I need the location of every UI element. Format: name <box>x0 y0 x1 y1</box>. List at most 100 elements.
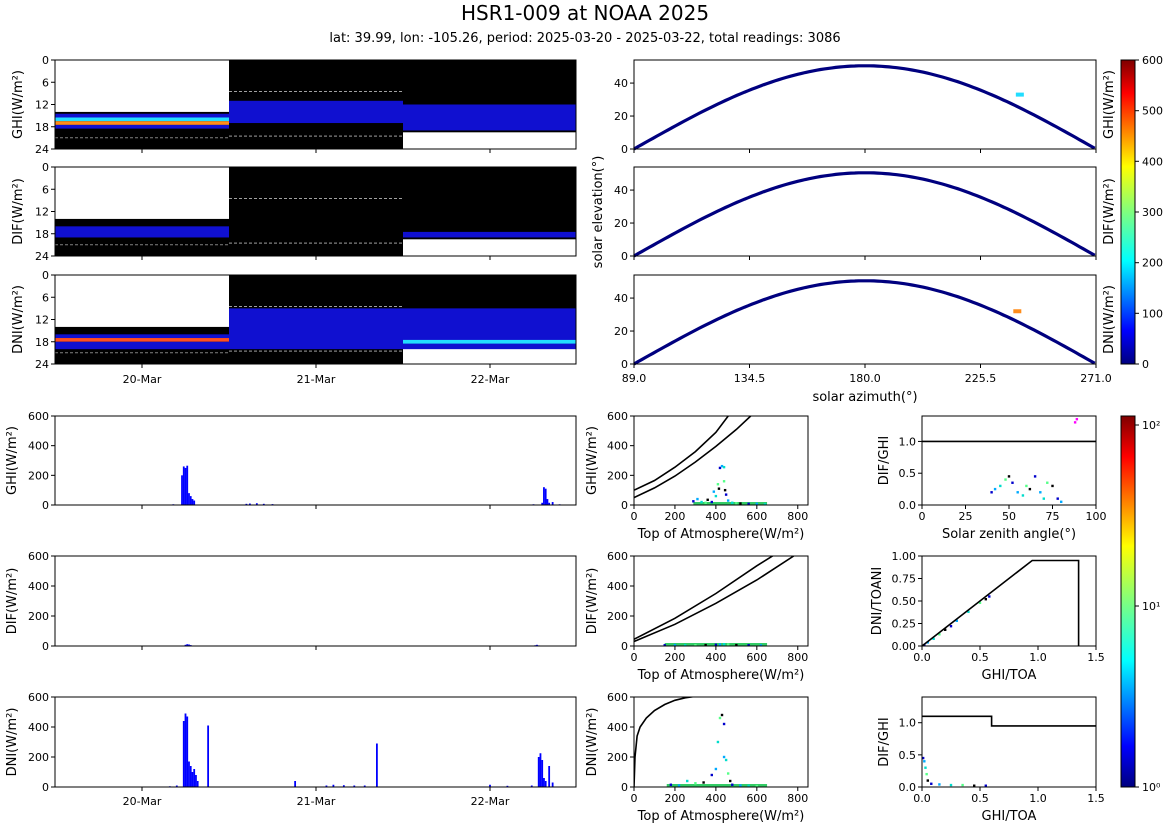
solar-path-xtick-label: 225.5 <box>965 372 997 385</box>
timeseries-bar <box>184 713 187 787</box>
scatter-point <box>925 772 928 776</box>
solar-path-ytick-label: 0 <box>621 250 628 263</box>
scatter-point <box>999 484 1002 488</box>
scatter-xtick-label: 400 <box>705 792 726 805</box>
timeseries-bar <box>332 784 335 787</box>
heatmap-night-region <box>229 167 403 256</box>
colorbar-tick-label: 10⁰ <box>1142 781 1161 794</box>
scatter-point <box>716 740 720 744</box>
timeseries-xtick-label: 21-Mar <box>297 795 336 808</box>
scatter-xtick-label: 100 <box>1086 510 1107 523</box>
timeseries-bar <box>182 466 185 505</box>
scatter-point <box>718 466 722 470</box>
scatter-xtick-label: 25 <box>959 510 973 523</box>
scatter-ytick-label: 0 <box>621 640 628 653</box>
heatmap-ytick-label: 18 <box>35 336 49 349</box>
scatter-point <box>1060 500 1063 504</box>
timeseries-bar <box>188 644 190 646</box>
scatter-point <box>729 779 732 783</box>
scatter-frame <box>633 415 809 506</box>
scatter-xtick-label: 800 <box>787 651 808 664</box>
solar-elevation-label: solar elevation(°) <box>591 156 606 269</box>
scatter-ylabel: DIF/GHI <box>877 436 892 485</box>
timeseries-bar <box>544 488 547 505</box>
scatter-ytick-label: 400 <box>607 580 628 593</box>
scatter-point <box>759 644 763 646</box>
scatter-ytick-label: 0.75 <box>892 573 917 586</box>
scatter-point <box>717 487 721 490</box>
scatter-ytick-label: 1.0 <box>899 435 917 448</box>
scatter-point <box>1046 481 1049 484</box>
scatter-point <box>755 784 759 787</box>
solar-path-frame <box>633 166 1097 257</box>
solar-path-line <box>633 279 1096 366</box>
timeseries-ylabel: GHI(W/m²) <box>5 426 20 495</box>
scatter-ytick-label: 400 <box>607 440 628 453</box>
scatter-point <box>722 465 726 469</box>
scatter-point <box>990 491 993 494</box>
timeseries-bar <box>548 766 551 787</box>
scatter-point <box>955 619 958 622</box>
timeseries-bar <box>536 644 538 646</box>
scatter-point <box>924 766 927 769</box>
heatmap-ytick-label: 0 <box>42 161 49 174</box>
scatter-point <box>731 501 734 504</box>
scatter-point <box>1039 491 1042 494</box>
scatter-point <box>710 773 713 777</box>
timeseries-bar <box>182 721 185 787</box>
solar-path-xtick-label: 180.0 <box>849 372 881 385</box>
timeseries-frame <box>54 696 577 788</box>
scatter-xtick-label: 0.0 <box>913 651 931 664</box>
scatter-xtick-label: 1.0 <box>1029 651 1047 664</box>
timeseries-bar <box>245 503 248 505</box>
scatter-xtick-label: 600 <box>746 792 767 805</box>
scatter-point <box>747 502 750 505</box>
scatter-frame <box>921 696 1097 788</box>
heatmap-band <box>403 339 576 344</box>
scatter-xtick-label: 800 <box>787 792 808 805</box>
scatter-xlabel: GHI/TOA <box>982 809 1037 824</box>
timeseries-bar <box>325 785 328 787</box>
solar-path-hotspot <box>1013 309 1022 314</box>
heatmap-ytick-label: 24 <box>35 358 49 371</box>
scatter-point <box>926 779 929 782</box>
timeseries-bar <box>294 781 297 787</box>
scatter-point <box>726 772 730 775</box>
scatter-point <box>1028 487 1032 491</box>
scatter-xtick-label: 0 <box>631 651 638 664</box>
timeseries-bar <box>186 716 189 787</box>
timeseries-bar <box>543 487 545 505</box>
heatmap-ytick-label: 18 <box>35 228 49 241</box>
scatter-point <box>710 500 713 504</box>
scatter-point <box>922 756 925 760</box>
heatmap-ytick-label: 0 <box>42 54 49 67</box>
limit-curve <box>634 416 729 491</box>
heatmap-xtick-label: 22-Mar <box>471 373 510 386</box>
scatter-ytick-label: 600 <box>607 691 628 704</box>
timeseries-bar <box>184 644 187 646</box>
scatter-point <box>692 500 695 503</box>
timeseries-bar <box>193 500 196 505</box>
scatter-point <box>988 595 991 598</box>
timeseries-bar <box>506 785 509 787</box>
heatmap-ytick-label: 24 <box>35 250 49 263</box>
timeseries-bar <box>262 503 265 505</box>
heatmap-ytick-label: 18 <box>35 121 49 134</box>
solar-path-xlabel: solar azimuth(°) <box>812 390 917 405</box>
scatter-ytick-label: 200 <box>607 751 628 764</box>
scatter-point <box>720 713 724 717</box>
timeseries-bar <box>541 760 544 787</box>
scatter-frame <box>633 696 809 788</box>
scatter-point <box>704 501 707 504</box>
scatter-ytick-label: 0.25 <box>892 618 917 631</box>
limit-curve <box>634 416 752 499</box>
scatter-point <box>1073 421 1077 424</box>
solar-path-ytick-label: 0 <box>621 358 628 371</box>
timeseries-frame <box>54 415 577 506</box>
scatter-point <box>984 784 987 787</box>
scatter-point <box>961 783 964 787</box>
solar-path-hotspot <box>1015 92 1024 97</box>
scatter-xtick-label: 600 <box>746 510 767 523</box>
solar-path-xtick-label: 271.0 <box>1080 372 1112 385</box>
scatter-point <box>704 643 707 646</box>
